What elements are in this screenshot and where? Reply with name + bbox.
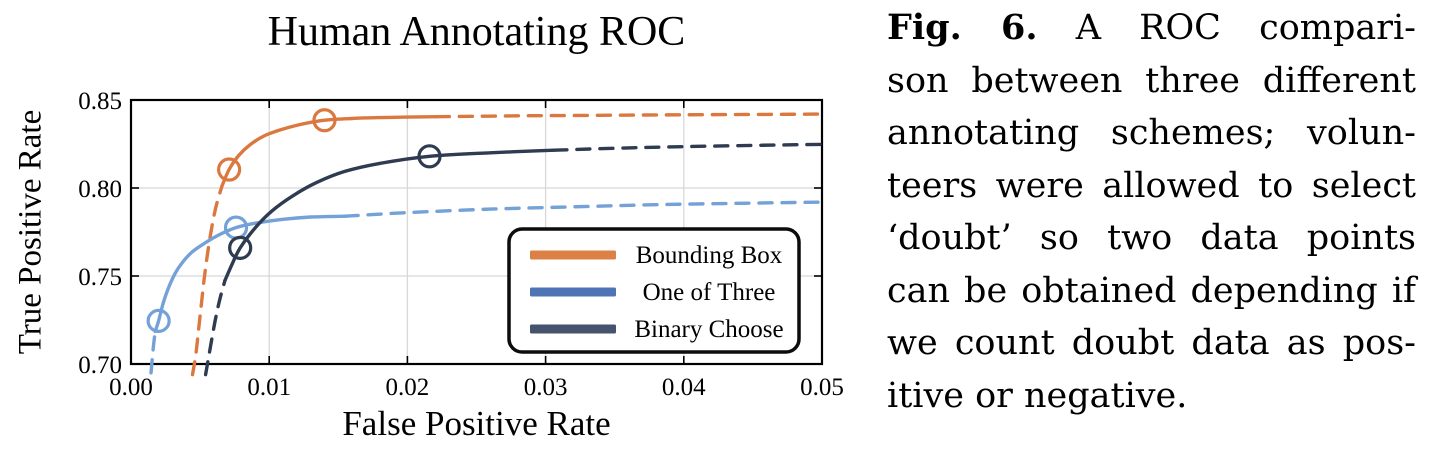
y-tick-label: 0.80 bbox=[78, 176, 122, 203]
data-point-marker bbox=[217, 157, 242, 182]
roc-curve-dashed-low bbox=[149, 329, 157, 375]
y-tick-label: 0.85 bbox=[78, 88, 122, 115]
roc-curve-dashed-high bbox=[343, 200, 824, 218]
x-tick-label: 0.04 bbox=[662, 374, 706, 401]
roc-curve-solid bbox=[223, 148, 556, 283]
caption-line: son between three different bbox=[887, 60, 1416, 101]
legend-swatch bbox=[530, 250, 616, 260]
roc-curve-dashed-low bbox=[203, 278, 227, 377]
caption-line: ‘doubt’ so two data points bbox=[887, 218, 1416, 258]
caption-fig-label: Fig. 6. bbox=[887, 7, 1038, 48]
x-tick-label: 0.01 bbox=[247, 374, 291, 401]
data-point-marker bbox=[417, 144, 442, 169]
caption-line: Fig. 6. A ROC compari- bbox=[887, 7, 1416, 48]
x-tick-label: 0.05 bbox=[800, 374, 844, 401]
data-point-marker bbox=[228, 235, 253, 260]
data-point-marker bbox=[312, 108, 337, 133]
legend-label: One of Three bbox=[643, 279, 776, 306]
x-tick-label: 0.00 bbox=[109, 374, 153, 401]
roc-curve-solid bbox=[153, 214, 347, 334]
roc-curve-dashed-low bbox=[190, 183, 224, 377]
legend-swatch bbox=[530, 287, 616, 297]
y-tick-label: 0.70 bbox=[78, 352, 122, 379]
caption-line: we count doubt data as pos- bbox=[887, 323, 1416, 363]
legend-box bbox=[507, 227, 801, 354]
x-tick-label: 0.03 bbox=[524, 374, 568, 401]
plot-area: 0.00 0.01 0.02 0.03 0.04 0.05 0.70 0.75 0.80 0.85… bbox=[78, 88, 844, 401]
caption-line: can be obtained depending if bbox=[887, 270, 1416, 311]
data-point-marker bbox=[146, 308, 171, 333]
y-axis-label: True Positive Rate bbox=[12, 109, 49, 355]
legend-label: Binary Choose bbox=[634, 316, 783, 343]
caption-line: itive or negative. bbox=[887, 375, 1188, 416]
caption-line: annotating schemes; volun- bbox=[887, 113, 1416, 153]
figure-caption: Fig. 6. A ROC compari-son between three … bbox=[887, 2, 1416, 422]
caption-line: teers were allowed to select bbox=[887, 165, 1416, 206]
x-tick-label: 0.02 bbox=[386, 374, 430, 401]
chart-title: Human Annotating ROC bbox=[267, 9, 686, 55]
roc-chart: 0.00 0.01 0.02 0.03 0.04 0.05 0.70 0.75 0.80 0.85… bbox=[12, 9, 844, 443]
legend-label: Bounding Box bbox=[636, 242, 783, 269]
axes-frame bbox=[129, 98, 824, 366]
roc-curve-solid bbox=[220, 115, 439, 188]
x-axis-label: False Positive Rate bbox=[342, 404, 611, 443]
roc-curve-dashed-high bbox=[552, 142, 824, 152]
roc-curve-dashed-high bbox=[434, 112, 824, 119]
legend-swatch bbox=[530, 324, 616, 334]
y-tick-label: 0.75 bbox=[78, 264, 122, 291]
